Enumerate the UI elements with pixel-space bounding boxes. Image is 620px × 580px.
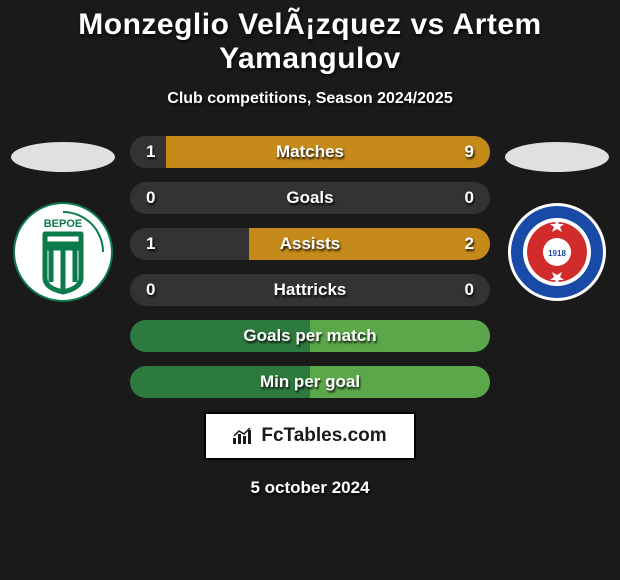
stat-bar-right [310, 182, 490, 214]
subtitle: Club competitions, Season 2024/2025 [8, 90, 612, 108]
stat-label: Hattricks [274, 280, 347, 300]
player-avatar-left [11, 142, 115, 172]
stat-row-matches: Matches 1 9 [130, 136, 490, 168]
stat-value-left: 0 [146, 280, 155, 300]
stat-row-goals: Goals 0 0 [130, 182, 490, 214]
stat-label: Min per goal [260, 372, 360, 392]
chart-icon [233, 428, 255, 444]
stats-column: Matches19Goals00Assists12Hattricks00Goal… [130, 136, 490, 398]
stat-label: Assists [280, 234, 340, 254]
stat-value-right: 2 [465, 234, 474, 254]
stat-label: Matches [276, 142, 344, 162]
stat-value-right: 0 [465, 280, 474, 300]
source-logo: FcTables.com [204, 412, 416, 460]
badge-text-left: ΒΕΡΟΕ [44, 218, 83, 230]
source-logo-text: FcTables.com [261, 425, 386, 447]
right-player-column: 1918 [502, 136, 612, 302]
badge-year-right: 1918 [548, 249, 566, 258]
stat-row-min-per-goal: Min per goal [130, 366, 490, 398]
club-badge-right: 1918 [507, 202, 607, 302]
left-player-column: ΒΕΡΟΕ [8, 136, 118, 302]
comparison-row: ΒΕΡΟΕ Matches 1 9 Goals 0 0 Assists 1 2 Hattricks… [8, 136, 612, 398]
stat-row-assists: Assists 1 2 [130, 228, 490, 260]
stat-value-left: 0 [146, 188, 155, 208]
page-title: Monzeglio VelÃ¡zquez vs Artem Yamangulov [8, 8, 612, 76]
player-avatar-right [505, 142, 609, 172]
stat-label: Goals [286, 188, 333, 208]
stat-value-right: 0 [465, 188, 474, 208]
stat-bar-left [130, 182, 310, 214]
stat-row-hattricks: Hattricks 0 0 [130, 274, 490, 306]
stat-value-left: 1 [146, 142, 155, 162]
stat-row-goals-per-match: Goals per match [130, 320, 490, 352]
stat-value-left: 1 [146, 234, 155, 254]
stat-value-right: 9 [465, 142, 474, 162]
club-badge-left: ΒΕΡΟΕ [13, 202, 113, 302]
date-label: 5 october 2024 [8, 478, 612, 498]
stat-label: Goals per match [243, 326, 376, 346]
